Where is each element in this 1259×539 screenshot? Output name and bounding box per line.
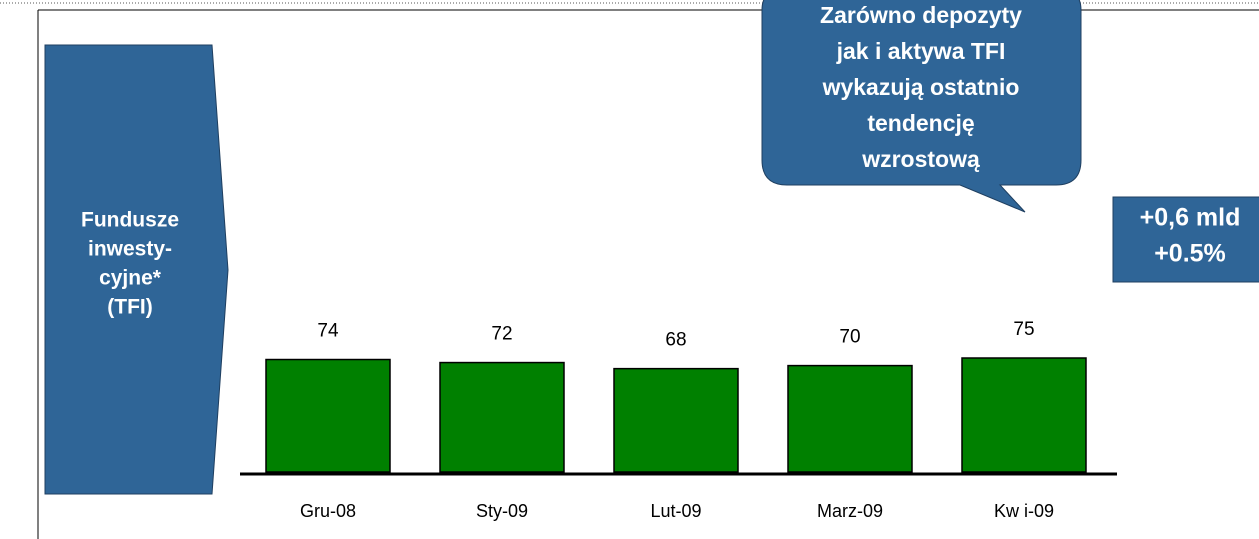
bar [439, 361, 565, 473]
x-tick-label: Gru-08 [300, 501, 356, 521]
side-label: (TFI) [107, 296, 152, 319]
value-label: 70 [839, 327, 860, 348]
bar [613, 367, 739, 473]
value-label: 74 [317, 321, 339, 342]
callout-text: Zarówno depozyty [820, 2, 1022, 28]
callout-text: wykazują ostatnio [822, 74, 1020, 100]
x-tick-label: Kw i-09 [994, 501, 1054, 521]
side-label: inwesty- [88, 238, 172, 261]
x-tick-label: Marz-09 [817, 501, 883, 521]
value-label: 75 [1013, 319, 1034, 340]
x-tick-label: Lut-09 [650, 501, 701, 521]
side-label: cyjne* [99, 267, 162, 290]
callout [761, 0, 1082, 213]
bar [787, 364, 913, 473]
callout-text: jak i aktywa TFI [836, 38, 1006, 64]
bar [265, 358, 391, 473]
x-tick-label: Sty-09 [476, 501, 528, 521]
value-label: 72 [491, 324, 512, 345]
value-label: 68 [665, 330, 686, 351]
bar [961, 357, 1087, 473]
change-text: +0,6 mld [1140, 204, 1241, 232]
callout-text: wzrostową [861, 146, 980, 172]
change-text: +0.5% [1154, 240, 1226, 268]
side-label: Fundusze [81, 209, 179, 232]
callout-text: tendencję [867, 110, 974, 136]
side-arrow [44, 44, 229, 495]
change-box [1112, 196, 1259, 283]
